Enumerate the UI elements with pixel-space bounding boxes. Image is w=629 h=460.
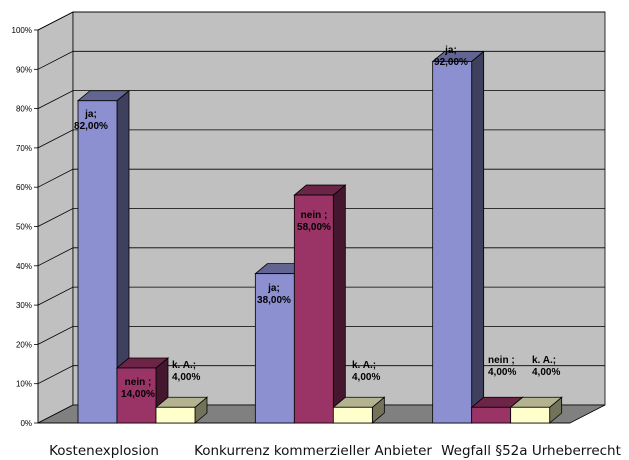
bar-front	[254, 273, 295, 424]
bar-side	[332, 184, 346, 424]
bar-front	[332, 406, 373, 424]
data-label: k. A.; 4,00%	[172, 360, 200, 383]
bar-front	[293, 194, 334, 424]
data-label: nein ; 4,00%	[488, 355, 516, 378]
y-tick-label: 20%	[16, 340, 32, 349]
bar-front	[116, 367, 157, 424]
bar	[332, 396, 386, 424]
bar	[431, 50, 485, 424]
y-tick-label: 10%	[16, 380, 32, 389]
gridline	[37, 286, 605, 306]
y-tick-label: 0%	[20, 419, 32, 428]
gridline	[37, 11, 605, 31]
y-tick-label: 30%	[16, 301, 32, 310]
category-label: Wegfall §52a Urheberrecht	[441, 443, 621, 459]
category-label: Konkurrenz kommerzieller Anbieter	[194, 443, 432, 459]
bar	[76, 89, 131, 424]
gridline	[37, 90, 605, 109]
data-label: ja; 38,00%	[257, 283, 291, 306]
data-label: nein ; 58,00%	[297, 210, 331, 233]
gridline	[37, 365, 605, 385]
bar-front	[77, 100, 118, 424]
y-tick-label: 90%	[16, 65, 32, 74]
data-label: nein ; 14,00%	[121, 377, 155, 400]
x-axis-labels: Kostenexplosion Konkurrenz kommerzieller …	[49, 443, 621, 459]
bar-front	[432, 61, 473, 424]
data-labels: ja; 82,00% nein ; 14,00% k. A.; 4,00% ja; 38,00…	[74, 45, 560, 400]
data-label: k. A.; 4,00%	[532, 355, 560, 378]
y-axis: 0% 10% 20% 30% 40% 50% 60% 70% 80% 90% 100%	[12, 26, 570, 428]
bar	[509, 396, 563, 424]
gridline	[37, 50, 605, 70]
bar-front	[471, 406, 512, 424]
bar-front	[155, 406, 196, 424]
bar-side	[471, 50, 485, 424]
gridline	[37, 325, 605, 345]
y-tick-label: 60%	[16, 183, 32, 192]
data-label: ja; 82,00%	[74, 109, 108, 132]
gridline	[37, 247, 605, 267]
bars	[76, 50, 563, 424]
y-tick-label: 70%	[16, 144, 32, 153]
y-tick-label: 100%	[12, 26, 32, 35]
bar-front	[510, 406, 551, 424]
y-tick-label: 50%	[16, 223, 32, 232]
category-label: Kostenexplosion	[49, 443, 159, 459]
y-tick-label: 80%	[16, 105, 32, 114]
data-label: ja; 92,00%	[434, 45, 468, 68]
gridline	[37, 208, 605, 227]
bar	[154, 396, 209, 424]
gridlines	[37, 11, 605, 385]
y-tick-label: 40%	[16, 262, 32, 271]
gridline	[37, 129, 605, 149]
bar	[293, 184, 347, 424]
gridline	[37, 168, 605, 188]
data-label: k. A.; 4,00%	[352, 360, 380, 383]
